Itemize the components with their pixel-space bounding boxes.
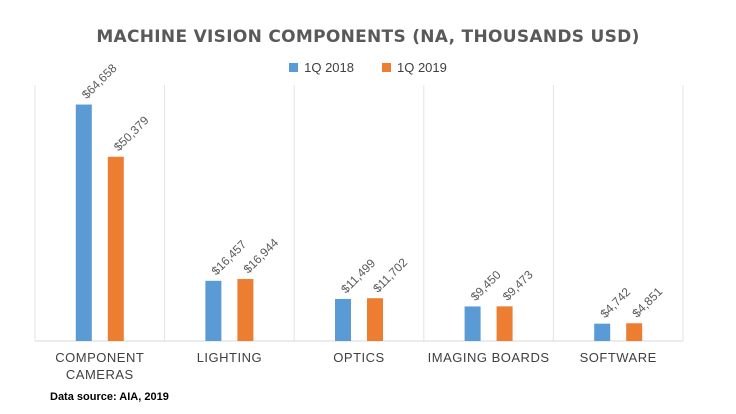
legend-label-1q-2018: 1Q 2018: [304, 60, 354, 75]
bar-optics-1q-2019: [367, 298, 383, 341]
data-label-imaging-boards-1q-2018: $9,450: [468, 267, 504, 303]
bar-software-1q-2019: [626, 323, 643, 341]
legend-swatch-1q-2018: [289, 63, 299, 72]
data-label-component-cameras-1q-2018: $64,658: [79, 61, 120, 102]
category-label-optics: OPTICS: [333, 350, 384, 365]
category-label-component-cameras: COMPONENT: [55, 350, 144, 365]
data-label-software-1q-2018: $4,742: [597, 285, 633, 321]
bar-imaging-boards-1q-2019: [496, 306, 513, 341]
category-label-component-cameras: CAMERAS: [66, 367, 134, 382]
data-label-optics-1q-2018: $11,499: [338, 256, 378, 296]
data-label-lighting-1q-2019: $16,944: [241, 235, 282, 276]
data-label-optics-1q-2019: $11,702: [370, 255, 410, 295]
category-label-software: SOFTWARE: [580, 350, 657, 365]
chart-title: MACHINE VISION COMPONENTS (NA, THOUSANDS…: [96, 27, 640, 47]
category-label-imaging-boards: IMAGING BOARDS: [428, 350, 550, 365]
legend: 1Q 2018 1Q 2019: [0, 60, 736, 75]
legend-label-1q-2019: 1Q 2019: [397, 60, 447, 75]
bar-imaging-boards-1q-2018: [464, 306, 481, 341]
legend-entry-1q-2018: 1Q 2018: [289, 60, 354, 75]
bar-component-cameras-1q-2018: [75, 104, 92, 341]
category-label-lighting: LIGHTING: [197, 350, 262, 365]
data-label-imaging-boards-1q-2019: $9,473: [500, 267, 536, 303]
legend-entry-1q-2019: 1Q 2019: [382, 60, 447, 75]
data-label-component-cameras-1q-2019: $50,379: [111, 113, 152, 154]
data-label-lighting-1q-2018: $16,457: [209, 237, 250, 278]
bar-software-1q-2018: [594, 323, 611, 341]
data-source-note: Data source: AIA, 2019: [50, 391, 169, 403]
legend-swatch-1q-2019: [382, 63, 391, 72]
bar-lighting-1q-2019: [237, 279, 254, 341]
bar-optics-1q-2018: [335, 298, 351, 341]
bar-component-cameras-1q-2019: [107, 156, 124, 341]
bar-lighting-1q-2018: [205, 280, 222, 341]
data-label-software-1q-2019: $4,851: [629, 284, 665, 320]
